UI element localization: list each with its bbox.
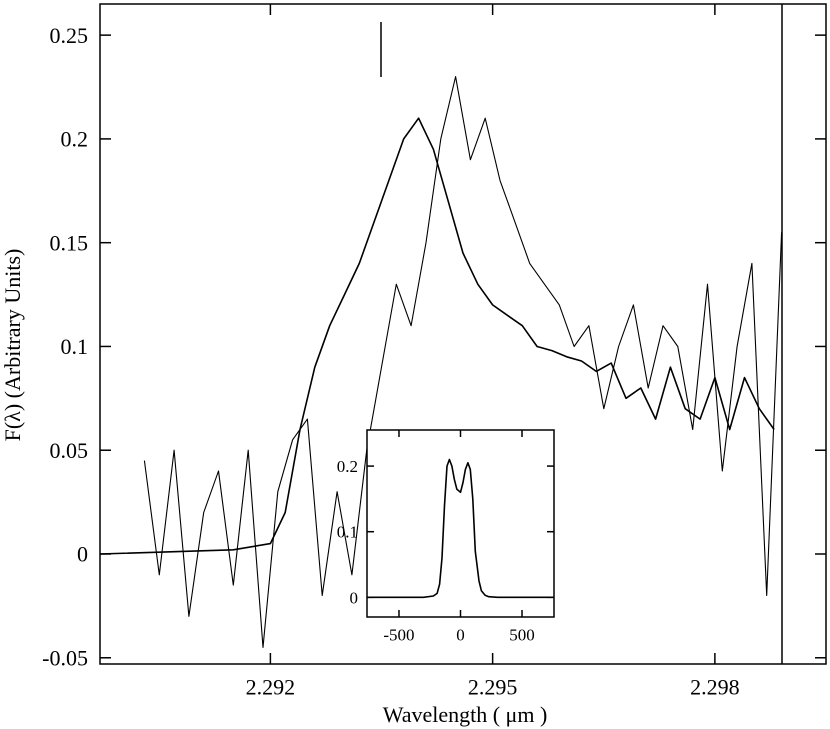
main-y-tick-label: 0.05 xyxy=(50,438,89,463)
main-x-tick-label: 2.295 xyxy=(468,675,518,700)
inset-y-tick-label: 0.1 xyxy=(337,523,358,542)
inset-series-group xyxy=(367,458,554,599)
inset-series-line-0 xyxy=(367,458,554,599)
main-y-axis: -0.05 0 0.05 0.1 0.15 0.2 0.25 xyxy=(42,23,826,670)
inset-y-axis: 0 0.1 0.2 xyxy=(337,457,554,607)
y-axis-title: F(λ) (Arbitrary Units) xyxy=(0,249,25,442)
main-x-tick-label: 2.292 xyxy=(246,675,296,700)
inset-plot: 0 0.1 0.2 -500 0 500 xyxy=(337,429,555,644)
main-series-line-0 xyxy=(143,76,783,648)
main-y-tick-label: 0.2 xyxy=(61,127,89,152)
main-series-group xyxy=(99,76,783,648)
inset-x-tick-label: -500 xyxy=(383,625,414,644)
main-x-axis: 2.292 2.295 2.298 xyxy=(246,4,740,700)
inset-x-tick-label: 500 xyxy=(509,625,535,644)
main-y-tick-label: 0.25 xyxy=(50,23,89,48)
x-axis-title: Wavelength ( μm ) xyxy=(383,702,548,727)
inset-x-axis: -500 0 500 xyxy=(383,430,535,644)
inset-y-tick-label: 0.2 xyxy=(337,457,358,476)
main-y-tick-label: -0.05 xyxy=(42,645,88,670)
inset-background xyxy=(367,430,554,617)
inset-x-tick-label: 0 xyxy=(456,625,465,644)
main-y-tick-label: 0.15 xyxy=(50,230,89,255)
main-plot-frame xyxy=(99,3,827,665)
main-x-tick-label: 2.298 xyxy=(690,675,740,700)
main-y-tick-label: 0.1 xyxy=(61,334,89,359)
main-plot: -0.05 0 0.05 0.1 0.15 0.2 0.25 2.292 2.295 2.298 xyxy=(42,3,827,700)
main-series-line-1 xyxy=(99,117,775,555)
main-y-tick-label: 0 xyxy=(77,542,88,567)
inset-y-tick-label: 0 xyxy=(350,588,359,607)
